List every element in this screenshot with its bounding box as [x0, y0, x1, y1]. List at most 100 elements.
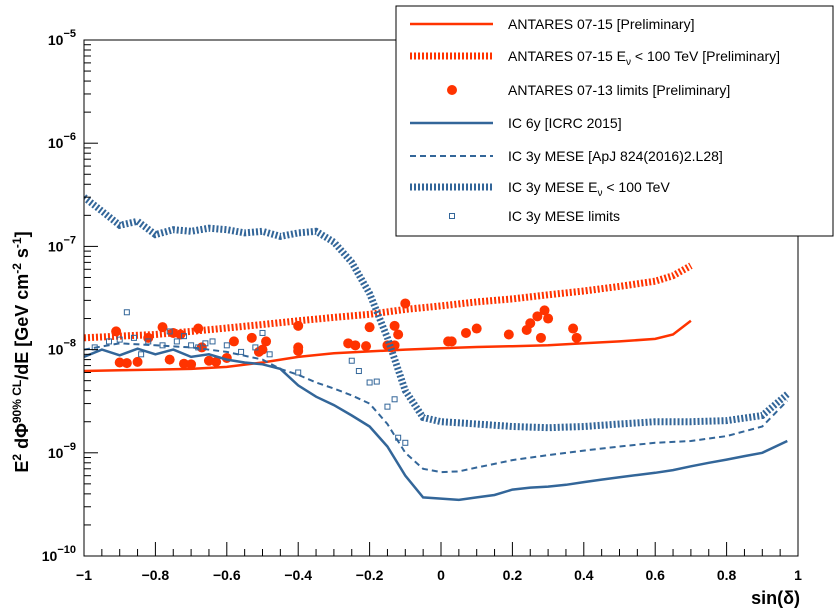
data-point: [145, 338, 152, 345]
x-axis-title: sin(δ): [751, 588, 800, 608]
legend-item: ANTARES 07-15 Eν < 100 TeV [Preliminary]: [410, 48, 780, 68]
data-point: [402, 439, 409, 446]
legend-label: IC 3y MESE Eν < 100 TeV: [508, 179, 670, 199]
y-axis-title: E2 dΦ90% CL/dE [GeV cm-2 s-1]: [10, 231, 32, 472]
data-point: [361, 341, 372, 352]
y-tick-label: 10−7: [48, 234, 76, 254]
data-point: [188, 342, 195, 349]
data-point: [568, 323, 579, 334]
x-tick-label: −0.4: [284, 567, 312, 583]
x-tick-label: −0.2: [356, 567, 384, 583]
data-point: [143, 332, 154, 343]
data-point: [166, 328, 173, 335]
data-point: [295, 369, 302, 376]
data-point: [395, 434, 402, 441]
data-point: [195, 344, 202, 351]
data-point: [202, 340, 209, 347]
series-7: [91, 309, 409, 446]
data-point: [535, 332, 546, 343]
legend-label: ANTARES 07-15 Eν < 100 TeV [Preliminary]: [508, 48, 780, 68]
data-point: [373, 378, 380, 385]
legend-label: ANTARES 07-15 [Preliminary]: [508, 16, 694, 32]
legend-label: ANTARES 07-13 limits [Preliminary]: [508, 82, 730, 98]
data-point: [543, 313, 554, 324]
legend-item: ANTARES 07-15 [Preliminary]: [410, 16, 694, 32]
data-point: [293, 320, 304, 331]
data-point: [366, 379, 373, 386]
data-point: [266, 351, 273, 358]
x-tick-label: 1: [794, 567, 802, 583]
data-point: [384, 403, 391, 410]
data-point: [186, 359, 197, 370]
data-point: [138, 351, 145, 358]
series-line: [84, 342, 789, 474]
y-axis: 10−10 10−9 10−8 10−7 10−6 10−5: [42, 28, 98, 564]
x-tick-label: 0.2: [503, 567, 523, 583]
data-point: [159, 342, 166, 349]
data-point: [246, 332, 257, 343]
data-point: [393, 329, 404, 340]
series-4: [84, 347, 788, 502]
data-point: [157, 322, 168, 333]
data-point: [348, 357, 355, 364]
data-point: [105, 338, 112, 345]
x-tick-label: 0: [437, 567, 445, 583]
series-line: [84, 347, 788, 502]
data-point: [178, 358, 189, 369]
data-point: [111, 326, 122, 337]
x-tick-label: −0.8: [142, 567, 170, 583]
series-5: [84, 342, 789, 474]
x-axis: −1 −0.8 −0.6 −0.4 −0.2 0 0.2 0.4 0.6 0.8 1: [76, 542, 802, 583]
legend-item: IC 3y MESE limits: [449, 208, 620, 224]
data-point: [116, 336, 123, 343]
legend-label: IC 6y [ICRC 2015]: [508, 115, 622, 131]
data-point: [449, 213, 455, 219]
data-point: [389, 340, 400, 351]
series-layer: [84, 194, 790, 502]
data-point: [391, 396, 398, 403]
data-point: [132, 356, 143, 367]
x-tick-label: −0.6: [213, 567, 241, 583]
data-point: [447, 85, 457, 95]
data-point: [571, 332, 582, 343]
data-point: [252, 344, 259, 351]
data-point: [114, 357, 125, 368]
data-point: [173, 338, 180, 345]
data-point: [471, 323, 482, 334]
x-tick-label: 0.8: [717, 567, 737, 583]
y-tick-label: 10−6: [48, 131, 76, 151]
data-point: [293, 345, 304, 356]
y-tick-label: 10−5: [48, 28, 76, 48]
data-point: [211, 356, 222, 367]
data-point: [123, 309, 130, 316]
data-point: [223, 342, 230, 349]
legend-item: IC 3y MESE Eν < 100 TeV: [410, 179, 670, 199]
data-point: [389, 320, 400, 331]
legend-label: IC 3y MESE limits: [508, 208, 620, 224]
legend: ANTARES 07-15 [Preliminary] ANTARES 07-15…: [395, 5, 834, 237]
data-point: [259, 329, 266, 336]
data-point: [532, 311, 543, 322]
y-tick-label: 10−8: [48, 338, 76, 358]
data-point: [130, 334, 137, 341]
series-6: [84, 194, 790, 432]
data-point: [350, 340, 361, 351]
data-point: [503, 329, 514, 340]
x-tick-label: −1: [76, 567, 92, 583]
y-tick-label: 10−10: [42, 544, 76, 564]
legend-item: IC 6y [ICRC 2015]: [410, 115, 622, 131]
legend-box: [395, 5, 834, 237]
x-tick-label: 0.4: [574, 567, 594, 583]
legend-item: IC 3y MESE [ApJ 824(2016)2.L28]: [410, 148, 723, 164]
data-point: [257, 344, 268, 355]
data-point: [164, 354, 175, 365]
data-point: [539, 305, 550, 316]
legend-item: ANTARES 07-13 limits [Preliminary]: [447, 82, 730, 98]
legend-label: IC 3y MESE [ApJ 824(2016)2.L28]: [508, 148, 723, 164]
data-point: [364, 322, 375, 333]
data-point: [180, 333, 187, 340]
data-point: [193, 323, 204, 334]
data-point: [525, 318, 536, 329]
series-3: [111, 298, 582, 370]
